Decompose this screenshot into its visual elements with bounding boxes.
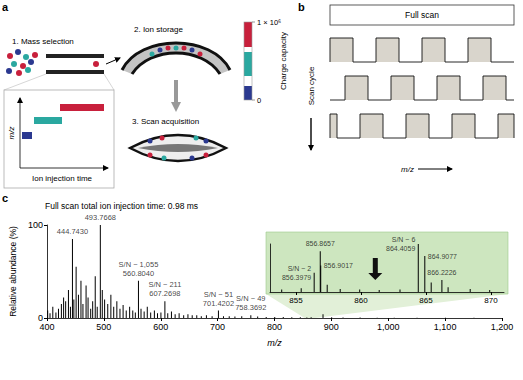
- svg-text:900: 900: [324, 322, 339, 332]
- svg-text:856.3979: 856.3979: [282, 274, 311, 281]
- svg-text:1. Mass selection: 1. Mass selection: [12, 37, 74, 46]
- svg-text:S/N ~ 1,055: S/N ~ 1,055: [119, 260, 159, 269]
- svg-text:860: 860: [354, 296, 368, 305]
- svg-text:1,000: 1,000: [377, 322, 400, 332]
- svg-text:1,100: 1,100: [434, 322, 457, 332]
- svg-text:S/N ~ 49: S/N ~ 49: [236, 294, 265, 303]
- svg-text:864.4059: 864.4059: [386, 245, 415, 252]
- svg-text:100: 100: [28, 220, 43, 230]
- svg-text:1 × 10⁶: 1 × 10⁶: [257, 18, 281, 27]
- svg-text:Ion injection time: Ion injection time: [32, 174, 93, 183]
- svg-text:c: c: [2, 192, 8, 204]
- svg-text:Full scan total ion injection: Full scan total ion injection time: 0.98…: [45, 201, 198, 211]
- svg-text:Full scan: Full scan: [405, 10, 439, 20]
- svg-text:0: 0: [257, 96, 261, 105]
- svg-text:Charge capacity: Charge capacity: [279, 32, 288, 90]
- svg-text:Scan cycle: Scan cycle: [307, 66, 316, 105]
- svg-text:S/N ~ 2: S/N ~ 2: [288, 265, 312, 272]
- svg-text:2. Ion storage: 2. Ion storage: [134, 25, 183, 34]
- svg-text:400: 400: [39, 322, 54, 332]
- svg-text:S/N ~ 6: S/N ~ 6: [392, 236, 416, 243]
- svg-text:1,200: 1,200: [491, 322, 514, 332]
- svg-text:607.2698: 607.2698: [149, 289, 180, 298]
- svg-text:865: 865: [419, 296, 433, 305]
- svg-text:866.2226: 866.2226: [427, 269, 456, 276]
- svg-text:856.8657: 856.8657: [306, 240, 335, 247]
- svg-text:S/N ~ 51: S/N ~ 51: [204, 290, 233, 299]
- svg-text:493.7668: 493.7668: [85, 213, 116, 222]
- svg-text:Relative abundance (%): Relative abundance (%): [8, 226, 18, 317]
- svg-text:m/z: m/z: [267, 338, 282, 348]
- svg-text:m/z: m/z: [7, 127, 16, 140]
- svg-text:758.3692: 758.3692: [235, 303, 266, 312]
- svg-text:a: a: [2, 1, 9, 13]
- svg-text:0: 0: [38, 313, 43, 323]
- svg-text:3. Scan acquisition: 3. Scan acquisition: [132, 117, 199, 126]
- svg-text:870: 870: [484, 296, 498, 305]
- svg-text:855: 855: [289, 296, 303, 305]
- svg-text:800: 800: [267, 322, 282, 332]
- svg-text:700: 700: [210, 322, 225, 332]
- svg-text:b: b: [298, 1, 305, 13]
- svg-text:S/N ~ 211: S/N ~ 211: [148, 280, 181, 289]
- svg-text:701.4202: 701.4202: [203, 299, 234, 308]
- svg-text:856.9017: 856.9017: [324, 262, 353, 269]
- svg-text:444.7430: 444.7430: [57, 227, 88, 236]
- svg-text:560.8040: 560.8040: [123, 269, 154, 278]
- svg-text:864.9077: 864.9077: [428, 253, 457, 260]
- svg-text:m/z: m/z: [401, 165, 414, 174]
- svg-text:600: 600: [153, 322, 168, 332]
- svg-text:500: 500: [96, 322, 111, 332]
